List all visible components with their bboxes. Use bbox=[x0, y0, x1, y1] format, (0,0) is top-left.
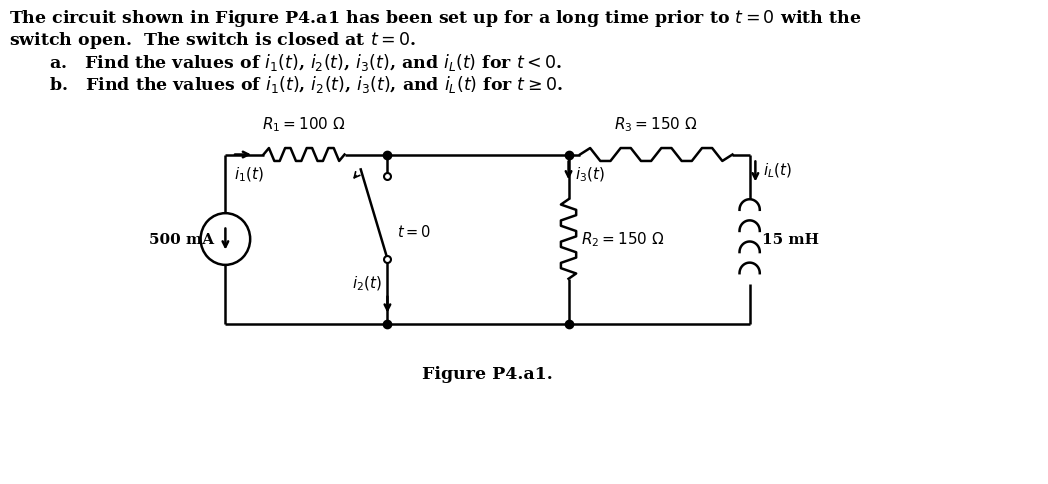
Text: a.   Find the values of $i_1(t)$, $i_2(t)$, $i_3(t)$, and $i_L(t)$ for $t < 0$.: a. Find the values of $i_1(t)$, $i_2(t)$… bbox=[49, 52, 562, 73]
Text: 500 mA: 500 mA bbox=[149, 232, 214, 246]
Text: $R_1 = 100\ \Omega$: $R_1 = 100\ \Omega$ bbox=[262, 115, 346, 134]
Text: b.   Find the values of $i_1(t)$, $i_2(t)$, $i_3(t)$, and $i_L(t)$ for $t \geq 0: b. Find the values of $i_1(t)$, $i_2(t)$… bbox=[49, 74, 563, 95]
Text: Figure P4.a1.: Figure P4.a1. bbox=[422, 365, 553, 382]
Text: $i_1(t)$: $i_1(t)$ bbox=[234, 165, 264, 183]
Text: $i_3(t)$: $i_3(t)$ bbox=[575, 165, 605, 183]
Text: $R_2 = 150\ \Omega$: $R_2 = 150\ \Omega$ bbox=[581, 230, 664, 249]
Text: $t = 0$: $t = 0$ bbox=[397, 224, 431, 240]
Text: $R_3 = 150\ \Omega$: $R_3 = 150\ \Omega$ bbox=[614, 115, 698, 134]
Text: 15 mH: 15 mH bbox=[762, 232, 820, 246]
Text: $i_2(t)$: $i_2(t)$ bbox=[352, 274, 381, 292]
Text: The circuit shown in Figure P4.a1 has been set up for a long time prior to $t = : The circuit shown in Figure P4.a1 has be… bbox=[9, 8, 861, 30]
Text: $i_L(t)$: $i_L(t)$ bbox=[763, 161, 792, 180]
Text: switch open.  The switch is closed at $t = 0$.: switch open. The switch is closed at $t … bbox=[9, 30, 416, 51]
